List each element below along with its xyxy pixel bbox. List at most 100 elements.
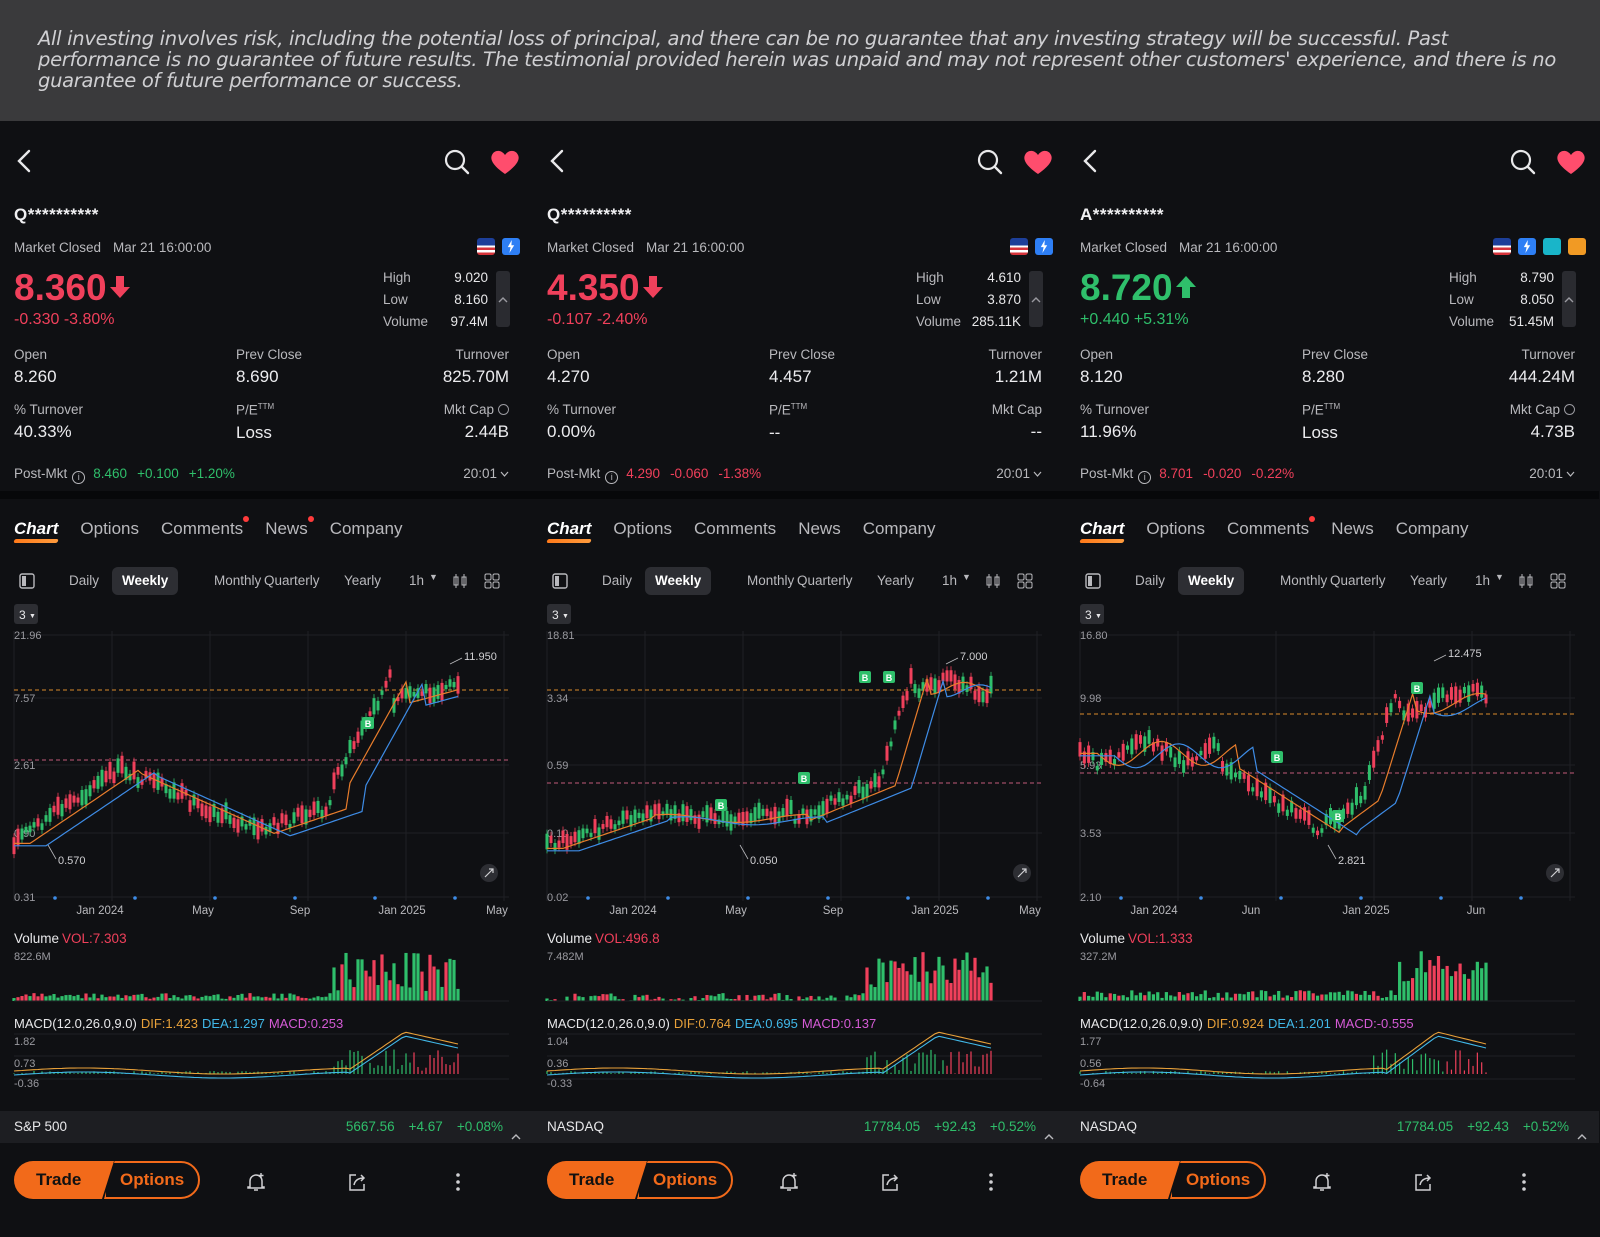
candlestick-type-icon[interactable] — [985, 573, 1001, 589]
tab-options[interactable]: Options — [80, 519, 139, 538]
sidebar-toggle-icon[interactable] — [552, 573, 568, 589]
expand-chart-icon[interactable] — [1546, 864, 1564, 882]
period-weekly[interactable]: Weekly — [1178, 567, 1245, 595]
period-quarterly[interactable]: Quarterly — [1330, 573, 1386, 588]
post-market-row[interactable]: Post-Mkt i 8.460 +0.100 +1.20% 20:01 — [14, 466, 509, 484]
tab-chart[interactable]: Chart — [14, 519, 59, 538]
share-icon[interactable] — [1412, 1171, 1434, 1193]
buy-signal-icon[interactable]: B — [1411, 682, 1423, 694]
buy-signal-icon[interactable]: B — [362, 717, 374, 729]
period-yearly[interactable]: Yearly — [877, 573, 915, 588]
period-yearly[interactable]: Yearly — [1410, 573, 1448, 588]
buy-signal-icon[interactable]: B — [715, 799, 727, 811]
candlestick-type-icon[interactable] — [1518, 573, 1534, 589]
trade-button[interactable]: Trade — [14, 1161, 114, 1199]
expand-chart-icon[interactable] — [1013, 864, 1031, 882]
period-daily[interactable]: Daily — [69, 573, 100, 588]
index-ticker[interactable]: S&P 500 5667.56 +4.67 +0.08% — [0, 1111, 533, 1143]
info-icon[interactable]: i — [605, 471, 619, 484]
options-button[interactable]: Options — [104, 1161, 200, 1199]
back-arrow-icon[interactable] — [547, 148, 569, 174]
expand-chart-icon[interactable] — [480, 864, 498, 882]
options-button[interactable]: Options — [1170, 1161, 1266, 1199]
tab-chart[interactable]: Chart — [547, 519, 592, 538]
buy-signal-icon[interactable]: B — [798, 772, 810, 784]
sidebar-toggle-icon[interactable] — [19, 573, 35, 589]
buy-signal-icon[interactable]: B — [1271, 751, 1283, 763]
more-menu-icon[interactable] — [447, 1171, 469, 1193]
tab-company[interactable]: Company — [862, 519, 936, 538]
info-icon[interactable]: i — [72, 471, 86, 484]
candlestick-type-icon[interactable] — [452, 573, 468, 589]
indicator-count-dropdown[interactable]: 3 ▼ — [1080, 604, 1104, 624]
period-1h[interactable]: 1h — [942, 573, 958, 588]
info-circle-icon[interactable] — [498, 404, 509, 415]
more-menu-icon[interactable] — [1513, 1171, 1535, 1193]
more-menu-icon[interactable] — [980, 1171, 1002, 1193]
post-market-time[interactable]: 20:01 — [463, 466, 509, 481]
index-ticker[interactable]: NASDAQ 17784.05 +92.43 +0.52% — [533, 1111, 1066, 1143]
favorite-heart-icon[interactable] — [1023, 149, 1053, 175]
search-icon[interactable] — [1510, 149, 1536, 175]
grid-layout-icon[interactable] — [484, 573, 500, 589]
tab-options[interactable]: Options — [1146, 519, 1205, 538]
period-1h[interactable]: 1h — [1475, 573, 1491, 588]
trade-button[interactable]: Trade — [547, 1161, 647, 1199]
index-ticker[interactable]: NASDAQ 17784.05 +92.43 +0.52% — [1066, 1111, 1599, 1143]
tab-company[interactable]: Company — [329, 519, 403, 538]
period-monthly[interactable]: Monthly — [1280, 573, 1328, 588]
period-daily[interactable]: Daily — [1135, 573, 1166, 588]
share-icon[interactable] — [879, 1171, 901, 1193]
period-weekly[interactable]: Weekly — [112, 567, 179, 595]
collapse-stats-toggle[interactable] — [1029, 271, 1043, 327]
tab-comments[interactable]: Comments — [161, 516, 250, 538]
info-circle-icon[interactable] — [1564, 404, 1575, 415]
sidebar-toggle-icon[interactable] — [1085, 573, 1101, 589]
collapse-stats-toggle[interactable] — [1562, 271, 1576, 327]
tab-news[interactable]: News — [798, 519, 841, 538]
trade-button[interactable]: Trade — [1080, 1161, 1180, 1199]
info-icon[interactable]: i — [1138, 471, 1152, 484]
tab-company[interactable]: Company — [1395, 519, 1469, 538]
period-yearly[interactable]: Yearly — [344, 573, 382, 588]
grid-layout-icon[interactable] — [1017, 573, 1033, 589]
favorite-heart-icon[interactable] — [1556, 149, 1586, 175]
post-market-row[interactable]: Post-Mkt i 8.701 -0.020 -0.22% 20:01 — [1080, 466, 1575, 484]
price-alert-bell-icon[interactable] — [245, 1171, 267, 1193]
tab-comments[interactable]: Comments — [694, 519, 777, 538]
tab-chart[interactable]: Chart — [1080, 519, 1125, 538]
grid-layout-icon[interactable] — [1550, 573, 1566, 589]
tab-comments[interactable]: Comments — [1227, 516, 1316, 538]
period-daily[interactable]: Daily — [602, 573, 633, 588]
price-alert-bell-icon[interactable] — [778, 1171, 800, 1193]
options-button[interactable]: Options — [637, 1161, 733, 1199]
search-icon[interactable] — [977, 149, 1003, 175]
back-arrow-icon[interactable] — [1080, 148, 1102, 174]
buy-signal-icon[interactable]: B — [859, 671, 871, 683]
tab-news[interactable]: News — [265, 516, 314, 538]
period-quarterly[interactable]: Quarterly — [264, 573, 320, 588]
back-arrow-icon[interactable] — [14, 148, 36, 174]
price-alert-bell-icon[interactable] — [1311, 1171, 1333, 1193]
favorite-heart-icon[interactable] — [490, 149, 520, 175]
share-icon[interactable] — [346, 1171, 368, 1193]
period-quarterly[interactable]: Quarterly — [797, 573, 853, 588]
period-monthly[interactable]: Monthly — [214, 573, 262, 588]
search-icon[interactable] — [444, 149, 470, 175]
indicator-count-dropdown[interactable]: 3 ▼ — [14, 604, 38, 624]
period-monthly[interactable]: Monthly — [747, 573, 795, 588]
collapse-stats-toggle[interactable] — [496, 271, 510, 327]
post-market-time[interactable]: 20:01 — [1529, 466, 1575, 481]
tab-options[interactable]: Options — [613, 519, 672, 538]
indicator-count-dropdown[interactable]: 3 ▼ — [547, 604, 571, 624]
period-weekly[interactable]: Weekly — [645, 567, 712, 595]
buy-signal-icon[interactable]: B — [883, 671, 895, 683]
post-market-time[interactable]: 20:01 — [996, 466, 1042, 481]
period-1h[interactable]: 1h — [409, 573, 425, 588]
tab-news[interactable]: News — [1331, 519, 1374, 538]
post-market-row[interactable]: Post-Mkt i 4.290 -0.060 -1.38% 20:01 — [547, 466, 1042, 484]
buy-signal-icon[interactable]: B — [1332, 810, 1344, 822]
